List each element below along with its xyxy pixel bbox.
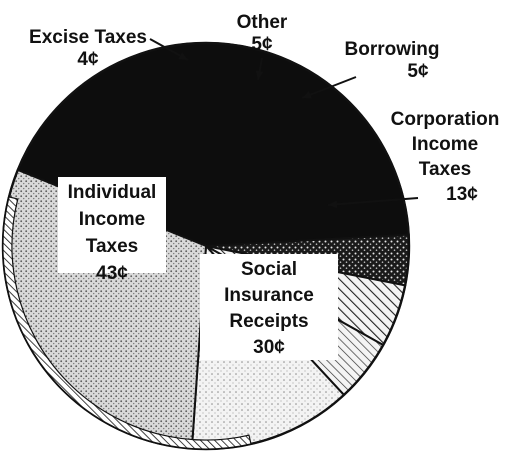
slice-label-social-insurance-receipts-line-3: Receipts xyxy=(229,311,308,332)
leader-arrow-other xyxy=(255,70,264,80)
slice-label-excise-taxes-line-1: Excise Taxes xyxy=(29,27,147,48)
slice-label-individual-income-taxes-line-1: Individual xyxy=(68,182,157,203)
slice-value-social-insurance-receipts: 30¢ xyxy=(253,337,285,358)
slice-label-corporation-income-taxes-line-2: Income xyxy=(412,134,479,155)
slice-value-excise-taxes: 4¢ xyxy=(77,49,99,70)
slice-value-borrowing: 5¢ xyxy=(407,61,429,82)
leader-arrow-excise-taxes xyxy=(178,52,188,60)
leader-line-borrowing xyxy=(301,76,357,99)
slice-value-individual-income-taxes: 43¢ xyxy=(96,263,128,284)
label-box-social-insurance-receipts xyxy=(200,254,338,360)
slice-label-corporation-income-taxes-line-1: Corporation xyxy=(391,109,500,130)
slice-label-social-insurance-receipts-line-2: Insurance xyxy=(224,285,314,306)
slice-label-other-line-1: Other xyxy=(237,12,288,33)
slice-label-individual-income-taxes-line-3: Taxes xyxy=(86,236,138,257)
leader-line-corporation-income-taxes xyxy=(327,197,419,206)
leader-arrow-borrowing xyxy=(302,91,312,99)
slice-value-corporation-income-taxes: 13¢ xyxy=(446,184,478,205)
slice-label-individual-income-taxes-line-2: Income xyxy=(79,209,146,230)
slice-label-corporation-income-taxes-line-3: Taxes xyxy=(419,159,471,180)
slice-label-social-insurance-receipts-line-1: Social xyxy=(241,259,297,280)
slice-value-other: 5¢ xyxy=(251,34,273,55)
pie-rim-hatch xyxy=(2,196,252,450)
leader-arrow-corporation-income-taxes xyxy=(328,200,338,209)
label-box-individual-income-taxes xyxy=(58,177,166,273)
slice-label-borrowing-line-1: Borrowing xyxy=(345,39,440,60)
